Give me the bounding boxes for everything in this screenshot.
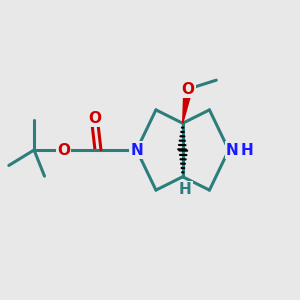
Text: H: H (241, 142, 253, 158)
Text: O: O (182, 82, 194, 97)
Text: N: N (130, 142, 143, 158)
Polygon shape (183, 88, 192, 123)
Text: H: H (179, 182, 191, 197)
Text: O: O (88, 111, 101, 126)
Text: N: N (226, 142, 239, 158)
Text: O: O (57, 142, 70, 158)
